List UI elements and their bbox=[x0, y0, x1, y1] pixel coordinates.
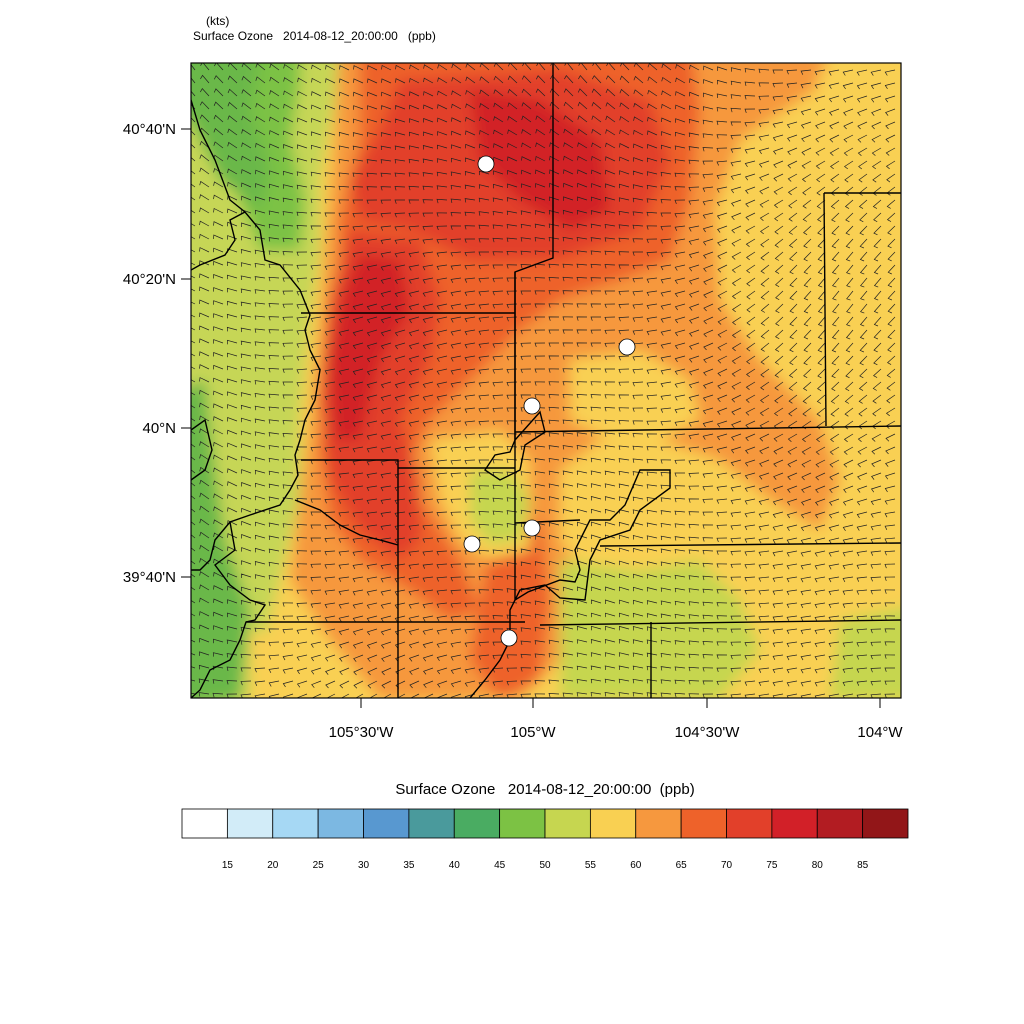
colorbar-swatch-5 bbox=[363, 808, 410, 839]
monitoring-site-4 bbox=[523, 519, 541, 537]
colorbar-swatch-4 bbox=[317, 808, 364, 839]
lon-label-3: 104°30'W bbox=[675, 724, 741, 741]
colorbar: 15 20 25 30 35 40 45 50 55 60 65 70 75 80 85 bbox=[181, 808, 909, 871]
colorbar-label-3: 25 bbox=[313, 860, 325, 871]
colorbar-label-5: 35 bbox=[403, 860, 415, 871]
colorbar-label-14: 80 bbox=[812, 860, 824, 871]
colorbar-label-9: 55 bbox=[585, 860, 597, 871]
map-frame bbox=[190, 62, 902, 699]
lat-label-3: 40°N bbox=[142, 420, 176, 437]
colorbar-label-4: 30 bbox=[358, 860, 370, 871]
plot-title: Surface Ozone 2014-08-12_20:00:00 (ppb) bbox=[193, 29, 436, 43]
axis-ticks bbox=[181, 128, 881, 708]
lon-label-4: 104°W bbox=[857, 724, 903, 741]
lat-label-2: 40°20'N bbox=[123, 271, 176, 288]
wind-barb-field-icon bbox=[191, 63, 896, 698]
colorbar-swatch-3 bbox=[272, 808, 319, 839]
colorbar-swatch-8 bbox=[499, 808, 546, 839]
colorbar-label-6: 40 bbox=[449, 860, 461, 871]
lon-label-2: 105°W bbox=[510, 724, 556, 741]
colorbar-title: Surface Ozone 2014-08-12_20:00:00 (ppb) bbox=[395, 781, 695, 798]
colorbar-swatch-9 bbox=[544, 808, 591, 839]
monitoring-site-6 bbox=[500, 629, 518, 647]
colorbar-label-2: 20 bbox=[267, 860, 279, 871]
colorbar-label-7: 45 bbox=[494, 860, 506, 871]
colorbar-swatch-12 bbox=[680, 808, 727, 839]
colorbar-label-13: 75 bbox=[766, 860, 778, 871]
lat-label-1: 40°40'N bbox=[123, 121, 176, 138]
ozone-field bbox=[191, 63, 901, 698]
monitoring-site-5 bbox=[463, 535, 481, 553]
colorbar-swatch-6 bbox=[408, 808, 455, 839]
colorbar-label-10: 60 bbox=[630, 860, 642, 871]
monitoring-site-1 bbox=[477, 155, 495, 173]
colorbar-label-12: 70 bbox=[721, 860, 733, 871]
colorbar-swatch-13 bbox=[726, 808, 773, 839]
colorbar-label-11: 65 bbox=[676, 860, 688, 871]
colorbar-swatch-10 bbox=[589, 808, 637, 839]
lat-label-4: 39°40'N bbox=[123, 569, 176, 586]
colorbar-swatch-2 bbox=[226, 808, 274, 839]
colorbar-label-15: 85 bbox=[857, 860, 869, 871]
colorbar-swatch-14 bbox=[771, 808, 818, 839]
colorbar-swatch-7 bbox=[453, 808, 501, 839]
lon-label-1: 105°30'W bbox=[329, 724, 395, 741]
colorbar-swatch-11 bbox=[635, 808, 682, 839]
colorbar-swatch-15 bbox=[816, 808, 864, 839]
monitoring-site-2 bbox=[618, 338, 636, 356]
units-label: (kts) bbox=[206, 14, 230, 28]
colorbar-label-1: 15 bbox=[222, 860, 234, 871]
colorbar-swatch-16 bbox=[862, 808, 909, 839]
county-boundary-icon bbox=[191, 63, 901, 698]
colorbar-swatch-1 bbox=[181, 808, 228, 839]
monitoring-site-3 bbox=[523, 397, 541, 415]
monitoring-site-marker-icon bbox=[463, 155, 636, 647]
colorbar-label-8: 50 bbox=[539, 860, 551, 871]
